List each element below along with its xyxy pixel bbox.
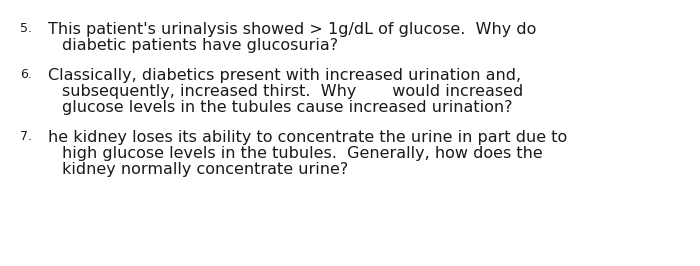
Text: glucose levels in the tubules cause increased urination?: glucose levels in the tubules cause incr… (62, 100, 512, 115)
Text: 7.: 7. (20, 130, 32, 143)
Text: subsequently, increased thirst.  Why       would increased: subsequently, increased thirst. Why woul… (62, 84, 524, 99)
Text: high glucose levels in the tubules.  Generally, how does the: high glucose levels in the tubules. Gene… (62, 146, 542, 161)
Text: Classically, diabetics present with increased urination and,: Classically, diabetics present with incr… (48, 68, 521, 83)
Text: 5.: 5. (20, 22, 32, 35)
Text: This patient's urinalysis showed > 1g/dL of glucose.  Why do: This patient's urinalysis showed > 1g/dL… (48, 22, 536, 37)
Text: kidney normally concentrate urine?: kidney normally concentrate urine? (62, 162, 349, 177)
Text: 6.: 6. (20, 68, 32, 81)
Text: diabetic patients have glucosuria?: diabetic patients have glucosuria? (62, 38, 338, 53)
Text: he kidney loses its ability to concentrate the urine in part due to: he kidney loses its ability to concentra… (48, 130, 567, 145)
